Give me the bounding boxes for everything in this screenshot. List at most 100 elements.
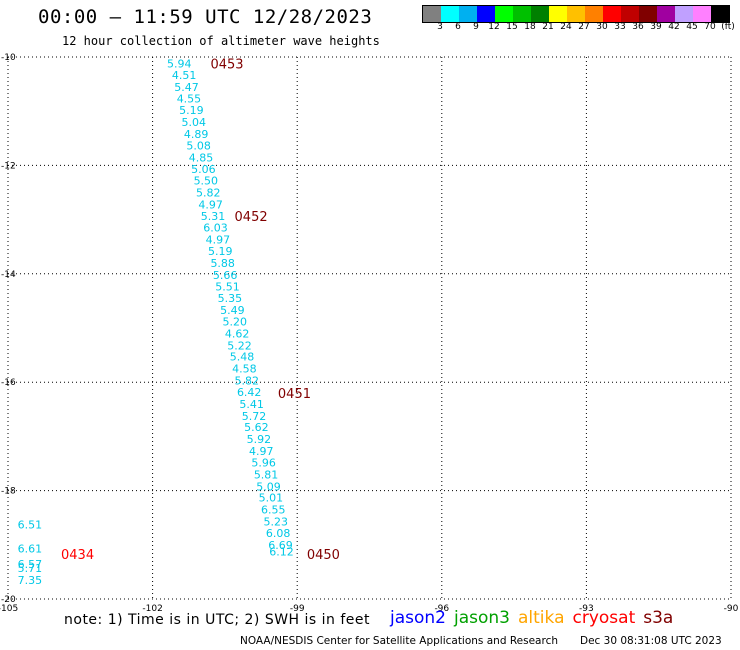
- x-tick-label: -90: [724, 604, 739, 614]
- wave-height-label: 6.51: [18, 519, 43, 532]
- y-tick-label: -20: [1, 595, 16, 605]
- color-scale-swatch: [711, 6, 729, 22]
- color-scale-swatch: [657, 6, 675, 22]
- satellite-legend-item: altika: [518, 608, 565, 628]
- color-scale-label: 30: [596, 22, 608, 32]
- wave-height-label: 4.55: [177, 93, 202, 106]
- wave-height-label: 5.31: [201, 210, 226, 223]
- color-scale-label: (ft): [721, 22, 735, 32]
- pass-time-label: 0453: [210, 58, 243, 73]
- wave-height-label: 5.92: [247, 433, 272, 446]
- wave-height-label: 5.51: [215, 280, 240, 293]
- wave-height-label: 5.94: [167, 58, 192, 71]
- color-scale-label: 42: [668, 22, 680, 32]
- x-tick-label: -105: [0, 604, 18, 614]
- color-scale-swatch: [639, 6, 657, 22]
- x-tick-label: -99: [290, 604, 305, 614]
- wave-height-label: 6.42: [237, 386, 262, 399]
- wave-height-label: 6.55: [261, 504, 286, 517]
- wave-height-label: 5.48: [230, 351, 255, 364]
- wave-height-label: 6.69: [268, 539, 293, 552]
- color-scale-label: 15: [506, 22, 518, 32]
- wave-height-label: 4.89: [184, 128, 209, 141]
- wave-height-label: 4.97: [249, 445, 274, 458]
- color-scale-label: 18: [524, 22, 536, 32]
- wave-height-label: 5.06: [191, 163, 216, 176]
- color-scale-swatch: [441, 6, 459, 22]
- satellite-legend-item: cryosat: [572, 608, 636, 628]
- wave-height-label: 5.23: [263, 515, 288, 528]
- wave-height-label: 6.03: [203, 222, 228, 235]
- satellite-legend-item: jason2: [390, 608, 446, 628]
- wave-height-label: 4.58: [232, 363, 257, 376]
- color-scale-label: 12: [488, 22, 500, 32]
- wave-height-label: 5.47: [174, 81, 199, 94]
- note-text: note: 1) Time is in UTC; 2) SWH is in fe…: [64, 612, 371, 628]
- color-scale-labels: 3 6 9 12 15 18 21 24 27 30 33 36 39 42 45 70 (ft): [422, 22, 735, 34]
- wave-height-label: 5.19: [179, 104, 204, 117]
- y-tick-label: -16: [1, 378, 16, 388]
- pass-time-label: 0452: [235, 210, 268, 225]
- color-scale-label: 36: [632, 22, 644, 32]
- color-scale-swatch: [585, 6, 603, 22]
- timestamp-text: Dec 30 08:31:08 UTC 2023: [580, 635, 722, 647]
- color-scale-label: 33: [614, 22, 626, 32]
- wave-height-label: 5.62: [244, 421, 269, 434]
- wave-height-label: 5.49: [220, 304, 245, 317]
- wave-height-label: 5.82: [196, 187, 221, 200]
- wave-height-label: 5.71: [18, 562, 43, 575]
- pass-time-label: 0450: [307, 548, 340, 563]
- color-scale-swatch: [513, 6, 531, 22]
- color-scale-swatch: [567, 6, 585, 22]
- y-tick-label: -12: [1, 161, 16, 171]
- color-scale-swatch: [603, 6, 621, 22]
- wave-height-label: 5.19: [208, 245, 233, 258]
- color-scale-label: 24: [560, 22, 572, 32]
- wave-height-label: 4.85: [189, 151, 214, 164]
- color-scale-label: 9: [473, 22, 479, 32]
- pass-time-label: 0451: [278, 387, 311, 402]
- y-tick-label: -10: [1, 53, 16, 63]
- wave-height-label: 5.96: [251, 456, 276, 469]
- page-subtitle: 12 hour collection of altimeter wave hei…: [62, 34, 380, 48]
- color-scale-swatch: [459, 6, 477, 22]
- wave-height-label: 5.04: [182, 116, 207, 129]
- wave-height-label: 5.81: [254, 468, 279, 481]
- wave-height-label: 5.22: [227, 339, 252, 352]
- credit-text: NOAA/NESDIS Center for Satellite Applica…: [240, 635, 558, 647]
- color-scale-swatch: [423, 6, 441, 22]
- wave-height-label: 4.51: [172, 69, 197, 82]
- color-scale-label: 21: [542, 22, 554, 32]
- color-scale-swatch: [621, 6, 639, 22]
- wave-height-label: 6.12: [269, 545, 294, 558]
- color-scale-swatch: [549, 6, 567, 22]
- x-tick-label: -96: [434, 604, 449, 614]
- color-scale-swatch: [693, 6, 711, 22]
- wave-height-label: 5.82: [235, 375, 259, 388]
- wave-height-label: 6.08: [266, 527, 291, 540]
- pass-time-label: 0434: [61, 548, 94, 563]
- color-scale-label: 70: [704, 22, 716, 32]
- wave-height-label: 4.62: [225, 327, 250, 340]
- wave-height-label: 5.20: [222, 315, 247, 328]
- wave-height-label: 5.72: [242, 410, 267, 423]
- satellite-legend-item: s3a: [643, 608, 674, 628]
- color-scale-swatch: [495, 6, 513, 22]
- color-scale-label: 39: [650, 22, 662, 32]
- wave-height-label: 4.97: [206, 234, 231, 247]
- wave-height-label: 5.88: [210, 257, 235, 270]
- page-title: 00:00 — 11:59 UTC 12/28/2023: [38, 6, 373, 28]
- color-scale-swatch: [531, 6, 549, 22]
- color-scale-label: 45: [686, 22, 698, 32]
- wave-height-label: 5.41: [239, 398, 263, 411]
- wave-height-label: 7.35: [18, 574, 43, 587]
- satellite-legend: jason2 jason3 altika cryosat s3a: [390, 608, 681, 628]
- wave-height-label: 6.57: [18, 558, 43, 571]
- wave-height-label: 5.66: [213, 269, 238, 282]
- wave-height-label: 5.09: [256, 480, 281, 493]
- wave-height-label: 4.97: [198, 198, 223, 211]
- wave-height-label: 5.08: [186, 139, 211, 152]
- color-scale-label: 3: [437, 22, 443, 32]
- color-scale-swatch: [477, 6, 495, 22]
